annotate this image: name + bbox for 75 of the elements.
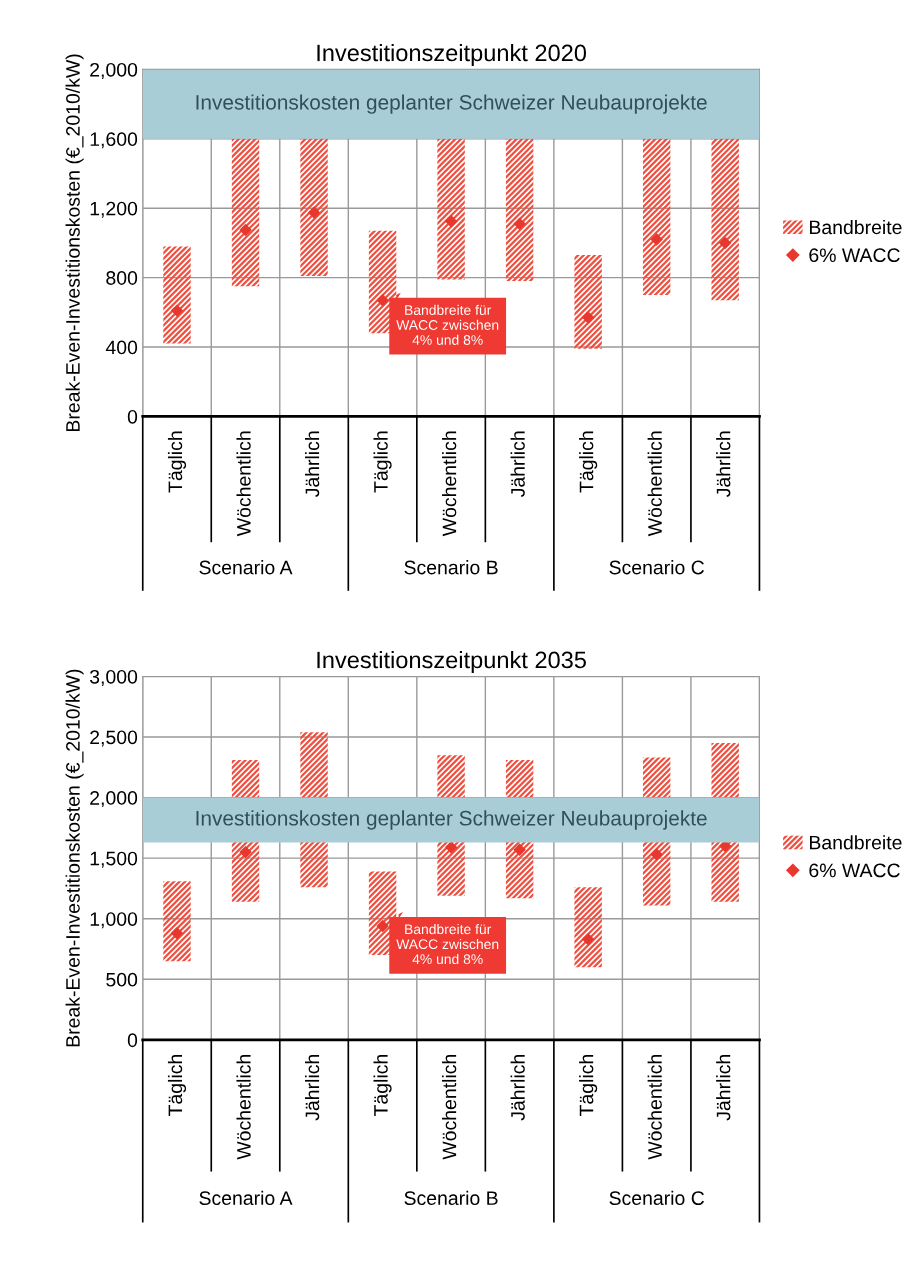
point xyxy=(513,217,526,231)
x-tick-label: Täglich xyxy=(167,431,187,493)
point xyxy=(581,311,595,324)
bar xyxy=(642,138,671,295)
y-axis-title: Break-Even-Investitionskosten (€_2010/kW) xyxy=(65,54,84,431)
x-tick-label: Wöchentlich xyxy=(442,1055,457,1160)
bar xyxy=(300,138,328,276)
point xyxy=(650,233,663,246)
text: Scenario B xyxy=(404,560,498,575)
point xyxy=(718,236,732,250)
text: Scenario A xyxy=(199,1190,293,1206)
text: Scenario C xyxy=(609,560,705,575)
y-tick-label: 2,000 xyxy=(90,62,138,79)
bar xyxy=(505,138,534,282)
point xyxy=(444,215,458,228)
bar xyxy=(574,887,602,968)
y-tick-label: 1,600 xyxy=(90,132,138,149)
x-tick-label: Jährlich xyxy=(304,1055,320,1121)
point xyxy=(307,206,321,219)
y-tick-label: 1,200 xyxy=(90,201,138,218)
annotation: Bandbreite für WACC zwischen 4% und 8% xyxy=(396,304,499,345)
bar xyxy=(231,138,260,287)
y-tick-label: 1,000 xyxy=(90,912,138,929)
point xyxy=(170,304,184,317)
x-tick-label: Jährlich xyxy=(510,431,525,498)
y-tick-label: 400 xyxy=(105,340,138,355)
band-label: Investitionskosten geplanter Schweizer Neubauprojekte xyxy=(196,810,707,830)
y-axis-title: Break-Even-Investitionskosten (€_2010/kW) xyxy=(65,669,84,1047)
bar xyxy=(163,246,191,344)
bar xyxy=(711,138,739,301)
text: Scenario B xyxy=(404,1190,498,1206)
point xyxy=(376,919,389,933)
y-tick-label: 0 xyxy=(127,409,138,424)
point xyxy=(170,927,184,940)
y-tick-label: 3,000 xyxy=(89,669,138,686)
band-label: Investitionskosten geplanter Schweizer Neubauprojekte xyxy=(196,94,707,114)
point xyxy=(239,223,252,237)
legend-label: 6% WACC xyxy=(809,248,900,263)
annotation: Bandbreite für WACC zwischen 4% und 8% xyxy=(396,923,499,965)
x-tick-label: Jährlich xyxy=(510,1055,525,1121)
y-tick-label: 1,500 xyxy=(90,851,138,868)
x-tick-label: Täglich xyxy=(579,1055,598,1117)
bar xyxy=(574,255,602,349)
x-tick-label: Wöchentlich xyxy=(442,431,457,537)
y-tick-label: 2,000 xyxy=(90,791,138,808)
point xyxy=(650,848,663,861)
bar xyxy=(437,138,465,280)
y-tick-label: 2,500 xyxy=(90,730,138,747)
y-tick-label: 0 xyxy=(127,1033,138,1048)
text: Scenario C xyxy=(609,1190,705,1206)
x-tick-label: Jährlich xyxy=(716,1055,731,1121)
x-tick-label: Täglich xyxy=(373,1055,392,1117)
chart-title: Investitionszeitpunkt 2035 xyxy=(317,650,586,673)
x-tick-label: Wöchentlich xyxy=(647,431,662,537)
x-tick-label: Täglich xyxy=(167,1055,187,1117)
x-tick-label: Wöchentlich xyxy=(236,431,251,537)
legend-label: 6% WACC xyxy=(809,863,900,878)
x-tick-label: Täglich xyxy=(579,431,598,493)
legend-label: Bandbreite xyxy=(809,835,902,850)
point xyxy=(239,845,252,859)
bar xyxy=(163,881,191,962)
point xyxy=(581,933,595,946)
chart-title: Investitionszeitpunkt 2020 xyxy=(317,43,587,66)
x-tick-label: Jährlich xyxy=(304,431,320,498)
x-tick-label: Wöchentlich xyxy=(236,1055,251,1160)
point xyxy=(513,843,526,856)
y-tick-label: 800 xyxy=(106,271,138,285)
point xyxy=(376,293,389,307)
text: Scenario A xyxy=(199,560,293,575)
legend-label: Bandbreite xyxy=(809,219,902,235)
y-tick-label: 500 xyxy=(106,972,138,987)
point xyxy=(444,841,458,854)
x-tick-label: Wöchentlich xyxy=(647,1055,662,1160)
x-tick-label: Jährlich xyxy=(716,431,731,498)
x-tick-label: Täglich xyxy=(373,431,392,493)
